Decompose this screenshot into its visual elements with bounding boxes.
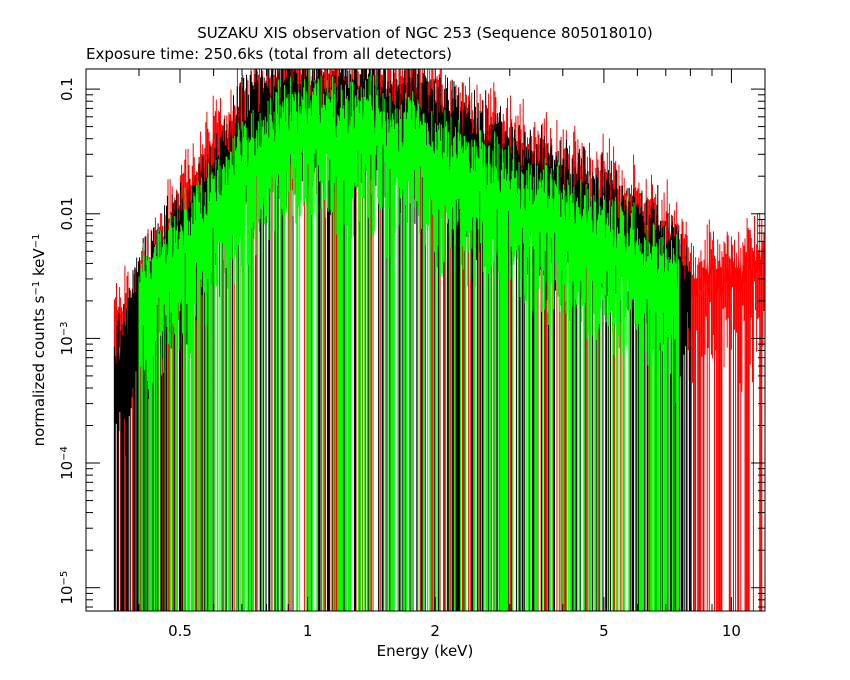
plot-frame	[85, 68, 766, 612]
x-axis-tick-labels: 0.5 1 2 5 10	[168, 622, 741, 640]
x-tick-label: 5	[599, 622, 609, 640]
y-tick-label: 10−3	[58, 321, 76, 355]
x-tick-label: 0.5	[168, 622, 192, 640]
y-tick-label: 0.1	[58, 77, 76, 101]
series-3	[138, 69, 679, 611]
y-tick-label: 10−5	[58, 571, 76, 605]
y-tick-label: 10−4	[58, 446, 76, 480]
series-layer	[113, 69, 766, 611]
x-tick-label: 1	[303, 622, 313, 640]
x-axis-ticks	[85, 69, 732, 611]
series-3-trace	[138, 69, 679, 611]
chart-title: SUZAKU XIS observation of NGC 253 (Seque…	[197, 24, 653, 42]
y-tick-label: 0.01	[58, 197, 76, 230]
x-tick-label: 2	[430, 622, 440, 640]
x-tick-label: 10	[722, 622, 741, 640]
y-axis-tick-labels: 0.1 0.01 10−3 10−4 10−5	[58, 77, 76, 604]
chart-subtitle: Exposure time: 250.6ks (total from all d…	[86, 45, 452, 63]
x-axis-label: Energy (keV)	[377, 642, 474, 660]
y-axis-label: normalized counts s−1 keV−1	[30, 234, 48, 447]
y-axis-ticks	[86, 88, 765, 608]
